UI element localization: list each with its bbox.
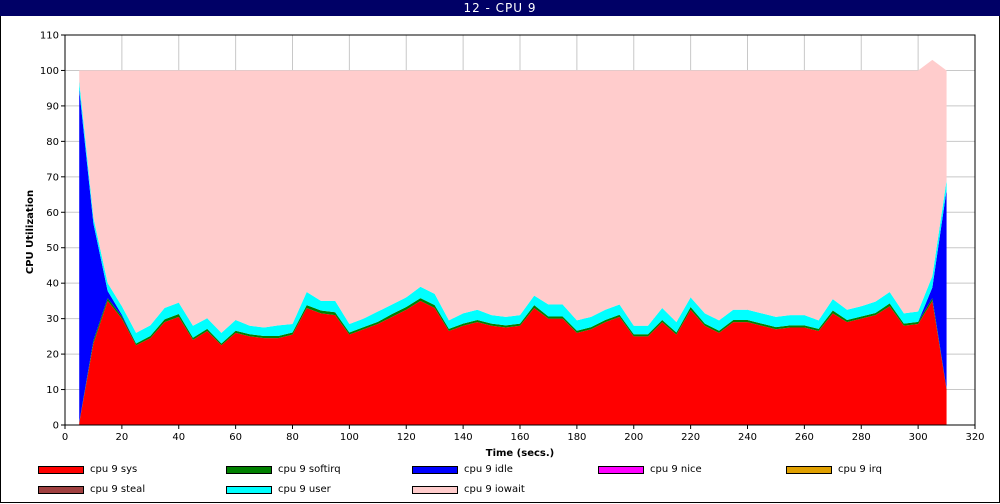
legend-swatch [412,486,458,494]
y-tick-label: 10 [46,385,59,396]
x-tick-label: 40 [172,432,185,443]
x-tick-label: 20 [116,432,129,443]
area-series-6 [79,81,947,344]
legend-label: cpu 9 nice [650,464,702,475]
y-tick-label: 30 [46,314,59,325]
x-tick-label: 260 [795,432,814,443]
legend-swatch [412,466,458,474]
legend-swatch [226,486,272,494]
x-tick-label: 240 [738,432,757,443]
y-tick-label: 70 [46,172,59,183]
x-tick-label: 0 [62,432,68,443]
x-tick-label: 180 [567,432,586,443]
legend-swatch [38,486,84,494]
x-axis-label: Time (secs.) [486,448,555,459]
x-tick-label: 280 [852,432,871,443]
y-tick-label: 100 [40,66,59,77]
y-tick-label: 40 [46,279,59,290]
x-tick-label: 60 [229,432,242,443]
y-tick-label: 0 [53,421,59,432]
y-tick-label: 110 [40,31,59,42]
y-tick-label: 20 [46,350,59,361]
legend-label: cpu 9 idle [464,464,513,475]
legend-label: cpu 9 sys [90,464,138,475]
legend-swatch [786,466,832,474]
x-tick-label: 220 [681,432,700,443]
legend-label: cpu 9 iowait [464,484,525,495]
stacked-areas [79,59,947,425]
area-series-0 [79,300,947,425]
tick-labels: 0 10 20 30 40 50 60 70 80 90 100 110 0 20 40 60 80 100 120… [40,31,985,444]
y-tick-label: 60 [46,208,59,219]
y-tick-label: 90 [46,101,59,112]
legend-label: cpu 9 steal [90,484,146,495]
x-tick-label: 300 [909,432,928,443]
x-tick-label: 80 [286,432,299,443]
legend-label: cpu 9 softirq [278,464,341,475]
area-series-7 [79,59,947,333]
x-tick-label: 160 [510,432,529,443]
chart-legend: cpu 9 sys cpu 9 softirq cpu 9 idle cpu 9 ni… [0,462,1000,502]
x-tick-label: 320 [965,432,984,443]
legend-label: cpu 9 irq [838,464,882,475]
y-tick-label: 50 [46,243,59,254]
legend-label: cpu 9 user [278,484,331,495]
x-tick-label: 120 [397,432,416,443]
legend-swatch [226,466,272,474]
x-tick-label: 140 [454,432,473,443]
y-axis-label: CPU Utilization [25,190,36,274]
x-tick-label: 200 [624,432,643,443]
x-tick-label: 100 [340,432,359,443]
legend-swatch [38,466,84,474]
legend-swatch [598,466,644,474]
y-tick-label: 80 [46,137,59,148]
window-title: 12 - CPU 9 [0,0,1000,16]
